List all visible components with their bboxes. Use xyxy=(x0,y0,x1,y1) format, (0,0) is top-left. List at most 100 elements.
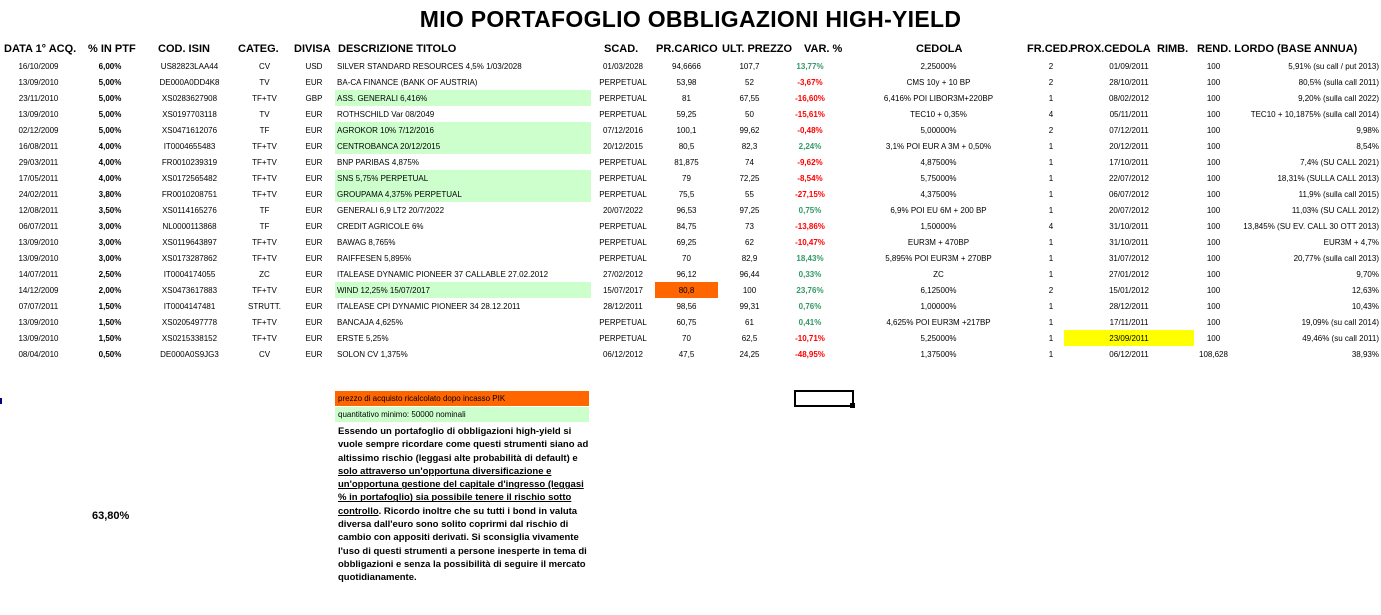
cell-divisa[interactable]: USD xyxy=(305,61,323,71)
cell-rend-lordo[interactable]: 49,46% (su call 2011) xyxy=(1302,333,1379,343)
cell-scad[interactable]: 15/07/2017 xyxy=(602,285,644,295)
cell-data-acq[interactable]: 13/09/2010 xyxy=(18,109,59,119)
cell-categ[interactable]: CV xyxy=(258,61,271,71)
cell-fr-ced[interactable]: 2 xyxy=(1048,125,1054,135)
cell-isin[interactable]: DE000A0DD4K8 xyxy=(159,77,220,87)
cell-scad[interactable]: PERPETUAL xyxy=(599,253,647,263)
table-row[interactable]: 08/04/2010 0,50% DE000A0S9JG3 CV EUR SOLON CV… xyxy=(0,346,1381,362)
cell-prox-cedola[interactable]: 01/09/2011 xyxy=(1109,61,1149,71)
header-scad[interactable]: SCAD. xyxy=(604,43,639,55)
cell-fr-ced[interactable]: 2 xyxy=(1048,61,1054,71)
cell-scad[interactable]: PERPETUAL xyxy=(599,317,647,327)
cell-data-acq[interactable]: 14/07/2011 xyxy=(18,269,59,279)
cell-categ[interactable]: TF xyxy=(259,221,270,231)
cell-rimb[interactable]: 100 xyxy=(1206,253,1221,263)
cell-prox-cedola[interactable]: 31/10/2011 xyxy=(1109,237,1149,247)
cell-prox-cedola[interactable]: 20/07/2012 xyxy=(1108,205,1150,215)
cell-rimb[interactable]: 100 xyxy=(1206,93,1221,103)
cell-cedola[interactable]: 1,00000% xyxy=(920,301,957,311)
cell-scad[interactable]: PERPETUAL xyxy=(599,189,647,199)
cell-pr-carico[interactable]: 100,1 xyxy=(676,125,697,135)
cell-scad[interactable]: 07/12/2016 xyxy=(602,125,644,135)
header-data-acq[interactable]: DATA 1° ACQ. xyxy=(4,43,77,55)
cell-ult-prezzo[interactable]: 82,9 xyxy=(741,253,758,263)
cell-pct-ptf[interactable]: 3,00% xyxy=(98,237,122,247)
cell-isin[interactable]: NL0000113868 xyxy=(162,221,217,231)
cell-data-acq[interactable]: 12/08/2011 xyxy=(18,205,59,215)
cell-descrizione[interactable]: SOLON CV 1,375% xyxy=(337,349,408,359)
cell-isin[interactable]: XS0215338152 xyxy=(161,333,218,343)
cell-categ[interactable]: TF+TV xyxy=(252,189,277,199)
cell-data-acq[interactable]: 23/11/2010 xyxy=(18,93,59,103)
cell-divisa[interactable]: EUR xyxy=(305,285,323,295)
cell-fr-ced[interactable]: 4 xyxy=(1048,221,1054,231)
cell-cedola[interactable]: 4,625% POI EUR3M +217BP xyxy=(886,317,991,327)
cell-ult-prezzo[interactable]: 107,7 xyxy=(739,61,760,71)
cell-descrizione[interactable]: ROTHSCHILD Var 08/2049 xyxy=(337,109,435,119)
cell-categ[interactable]: TF+TV xyxy=(252,237,277,247)
cell-cedola[interactable]: 5,00000% xyxy=(920,125,957,135)
cell-pr-carico[interactable]: 96,53 xyxy=(676,205,697,215)
cell-divisa[interactable]: EUR xyxy=(305,237,323,247)
cell-rimb[interactable]: 100 xyxy=(1206,301,1221,311)
table-row[interactable]: 12/08/2011 3,50% XS0114165276 TF EUR GENERALI… xyxy=(0,202,1381,218)
cell-divisa[interactable]: EUR xyxy=(305,205,323,215)
cell-isin[interactable]: XS0205497778 xyxy=(161,317,218,327)
cell-pct-ptf[interactable]: 3,00% xyxy=(98,221,122,231)
cell-cedola[interactable]: EUR3M + 470BP xyxy=(907,237,970,247)
cell-ult-prezzo[interactable]: 24,25 xyxy=(739,349,760,359)
cell-isin[interactable]: US82823LAA44 xyxy=(160,61,219,71)
cell-isin[interactable]: IT0004655483 xyxy=(163,141,216,151)
cell-pr-carico[interactable]: 69,25 xyxy=(676,237,697,247)
cell-cedola[interactable]: ZC xyxy=(933,269,944,279)
cell-descrizione[interactable]: ITALEASE DYNAMIC PIONEER 37 CALLABLE 27.… xyxy=(337,269,549,279)
cell-ult-prezzo[interactable]: 55 xyxy=(745,189,754,199)
table-row[interactable]: 13/09/2010 5,00% XS0197703118 TV EUR ROTHSCHI… xyxy=(0,106,1381,122)
cell-pct-ptf[interactable]: 4,00% xyxy=(98,173,122,183)
cell-descrizione[interactable]: CENTROBANCA 20/12/2015 xyxy=(335,138,591,154)
cell-isin[interactable]: XS0283627908 xyxy=(161,93,218,103)
cell-var-pct[interactable]: 23,76% xyxy=(796,285,824,295)
cell-pct-ptf[interactable]: 4,00% xyxy=(98,157,122,167)
cell-descrizione[interactable]: SNS 5,75% PERPETUAL xyxy=(335,170,591,186)
cell-scad[interactable]: 20/12/2015 xyxy=(602,141,644,151)
cell-rend-lordo[interactable]: EUR3M + 4,7% xyxy=(1323,237,1379,247)
cell-rimb[interactable]: 100 xyxy=(1206,317,1221,327)
cell-divisa[interactable]: EUR xyxy=(305,77,323,87)
cell-descrizione[interactable]: SILVER STANDARD RESOURCES 4,5% 1/03/2028 xyxy=(337,61,522,71)
fill-handle[interactable] xyxy=(850,403,855,408)
cell-pr-carico[interactable]: 80,5 xyxy=(678,141,695,151)
cell-rend-lordo[interactable]: 38,93% xyxy=(1351,349,1379,359)
cell-categ[interactable]: STRUTT. xyxy=(248,301,281,311)
cell-categ[interactable]: TF+TV xyxy=(252,253,277,263)
table-row[interactable]: 24/02/2011 3,80% FR0010208751 TF+TV EUR GROUP… xyxy=(0,186,1381,202)
active-cell-selection[interactable] xyxy=(794,390,855,408)
cell-rimb[interactable]: 100 xyxy=(1206,205,1221,215)
cell-categ[interactable]: ZC xyxy=(259,269,270,279)
header-cedola[interactable]: CEDOLA xyxy=(916,43,963,55)
cell-var-pct[interactable]: -10,71% xyxy=(795,333,825,343)
cell-pct-ptf[interactable]: 0,50% xyxy=(98,349,122,359)
cell-cedola[interactable]: 5,75000% xyxy=(920,173,957,183)
cell-divisa[interactable]: EUR xyxy=(305,109,323,119)
cell-data-acq[interactable]: 13/09/2010 xyxy=(18,237,59,247)
cell-cedola[interactable]: 6,9% POI EU 6M + 200 BP xyxy=(890,205,987,215)
total-pct-cell[interactable]: 63,80% xyxy=(92,510,130,522)
cell-fr-ced[interactable]: 1 xyxy=(1048,141,1054,151)
cell-prox-cedola[interactable]: 28/12/2011 xyxy=(1109,301,1149,311)
header-divisa[interactable]: DIVISA xyxy=(294,43,331,55)
cell-pr-carico[interactable]: 60,75 xyxy=(676,317,697,327)
cell-ult-prezzo[interactable]: 62 xyxy=(745,237,754,247)
cell-var-pct[interactable]: -16,60% xyxy=(795,93,825,103)
table-row[interactable]: 17/05/2011 4,00% XS0172565482 TF+TV EUR SNS 5… xyxy=(0,170,1381,186)
cell-scad[interactable]: PERPETUAL xyxy=(599,93,647,103)
cell-divisa[interactable]: EUR xyxy=(305,317,323,327)
cell-categ[interactable]: TF xyxy=(259,125,270,135)
table-row[interactable]: 13/09/2010 3,00% XS0119643897 TF+TV EUR BAWAG… xyxy=(0,234,1381,250)
cell-prox-cedola[interactable]: 31/07/2012 xyxy=(1108,253,1150,263)
cell-divisa[interactable]: EUR xyxy=(305,333,323,343)
cell-rend-lordo[interactable]: 9,20% (sulla call 2022) xyxy=(1298,93,1379,103)
cell-cedola[interactable]: 4,87500% xyxy=(920,157,957,167)
cell-var-pct[interactable]: -27,15% xyxy=(795,189,825,199)
cell-pr-carico[interactable]: 80,8 xyxy=(655,282,718,298)
